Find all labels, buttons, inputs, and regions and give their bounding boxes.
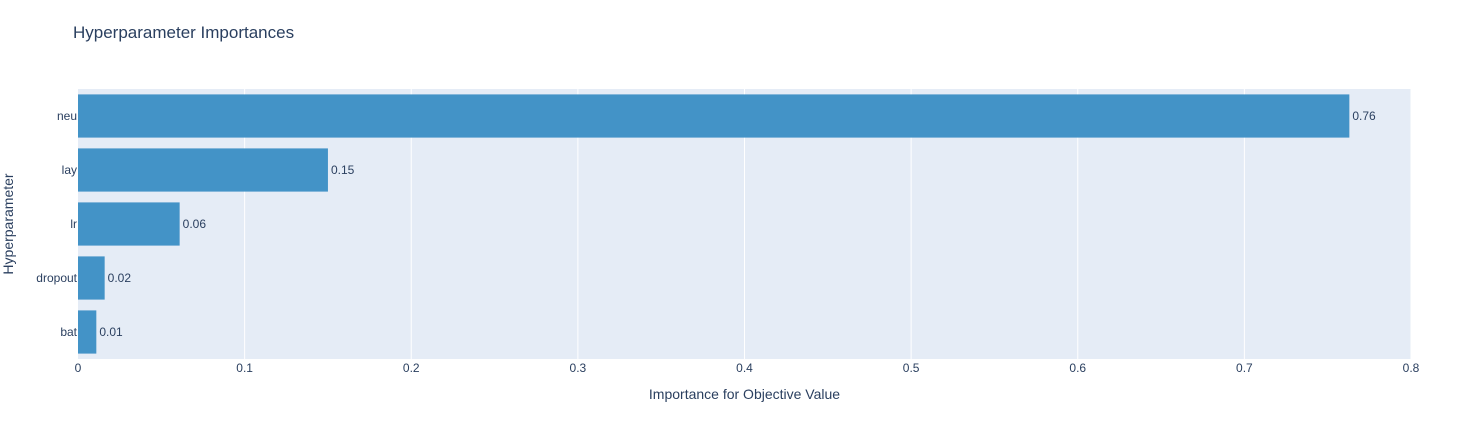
bar-value-label: 0.02 <box>108 271 132 285</box>
x-tick-label: 0.8 <box>1403 361 1420 375</box>
y-tick-label: lay <box>62 163 77 177</box>
x-axis-title: Importance for Objective Value <box>649 386 840 402</box>
y-tick-label: neu <box>57 109 77 123</box>
y-tick-label: lr <box>70 217 77 231</box>
bar-value-label: 0.76 <box>1352 109 1376 123</box>
bar-dropout <box>78 256 105 300</box>
bar-value-label: 0.01 <box>99 325 123 339</box>
x-tick-label: 0.7 <box>1236 361 1253 375</box>
x-tick-label: 0.3 <box>570 361 587 375</box>
x-tick-label: 0.2 <box>403 361 420 375</box>
x-tick-label: 0.6 <box>1069 361 1086 375</box>
x-tick-label: 0.5 <box>903 361 920 375</box>
x-tick-label: 0.1 <box>236 361 253 375</box>
bar-lay <box>78 148 328 192</box>
y-tick-label: dropout <box>36 271 77 285</box>
bar-neu <box>78 94 1350 138</box>
y-tick-label: bat <box>60 325 77 339</box>
bar-lr <box>78 202 180 246</box>
x-axis-ticks: 0 0.1 0.2 0.3 0.4 0.5 0.6 0.7 0.8 <box>75 361 1420 375</box>
y-axis-ticks: neu lay lr dropout bat <box>36 109 77 339</box>
y-axis-title: Hyperparameter <box>0 173 16 274</box>
bar-value-label: 0.06 <box>183 217 207 231</box>
bar-value-labels: 0.76 0.15 0.06 0.02 0.01 <box>99 109 1376 339</box>
x-tick-label: 0 <box>75 361 82 375</box>
bar-value-label: 0.15 <box>331 163 355 177</box>
chart-title: Hyperparameter Importances <box>73 23 295 42</box>
bars <box>78 94 1350 354</box>
bar-bat <box>78 310 97 354</box>
x-tick-label: 0.4 <box>736 361 753 375</box>
